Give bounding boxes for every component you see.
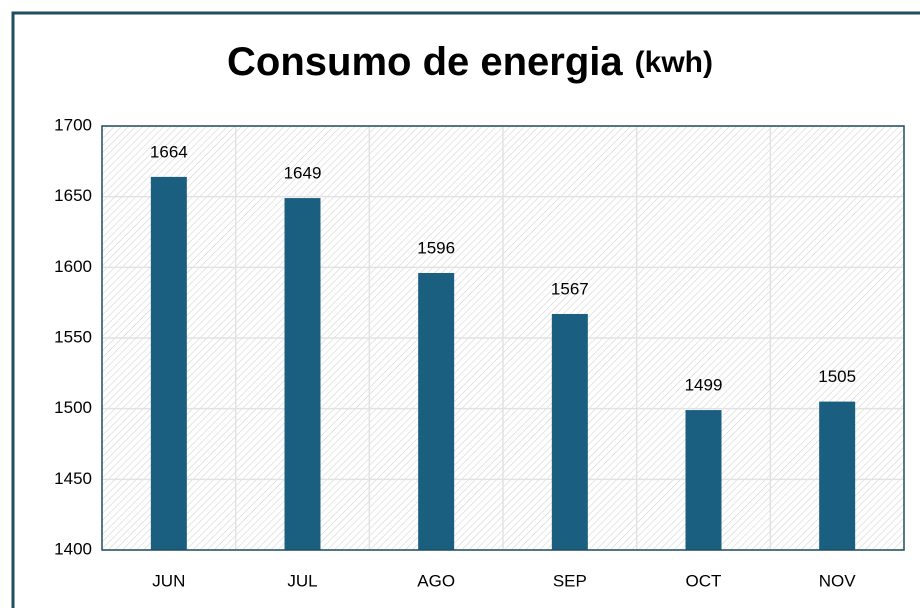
y-tick-label: 1550 [54,327,92,346]
x-tick-label: SEP [553,571,587,590]
y-tick-label: 1700 [54,115,92,134]
y-tick-label: 1500 [54,398,92,417]
x-tick-label: OCT [686,571,722,590]
plot-border [101,125,905,551]
bar [685,410,722,550]
x-tick-label: AGO [417,571,455,590]
y-tick-label: 1450 [54,469,92,488]
data-label: 1664 [150,142,188,161]
x-tick-label: JUN [152,571,185,590]
bar [418,272,455,550]
x-tick-label: JUL [287,571,317,590]
title-main: Consumo de energia [227,40,623,84]
data-label: 1499 [685,376,723,395]
bar [819,401,856,550]
data-label: 1567 [551,279,589,298]
bar [284,198,321,550]
bar [551,313,588,550]
y-tick-label: 1650 [54,186,92,205]
title-unit: (kwh) [635,46,713,79]
y-tick-label: 1400 [54,539,92,558]
data-label: 1649 [284,164,322,183]
bar [150,176,187,550]
y-tick-label: 1600 [54,257,92,276]
chart-title: Consumo de energia (kwh) [227,40,713,84]
x-tick-label: NOV [819,571,857,590]
data-label: 1505 [818,367,856,386]
data-label: 1596 [417,238,455,257]
